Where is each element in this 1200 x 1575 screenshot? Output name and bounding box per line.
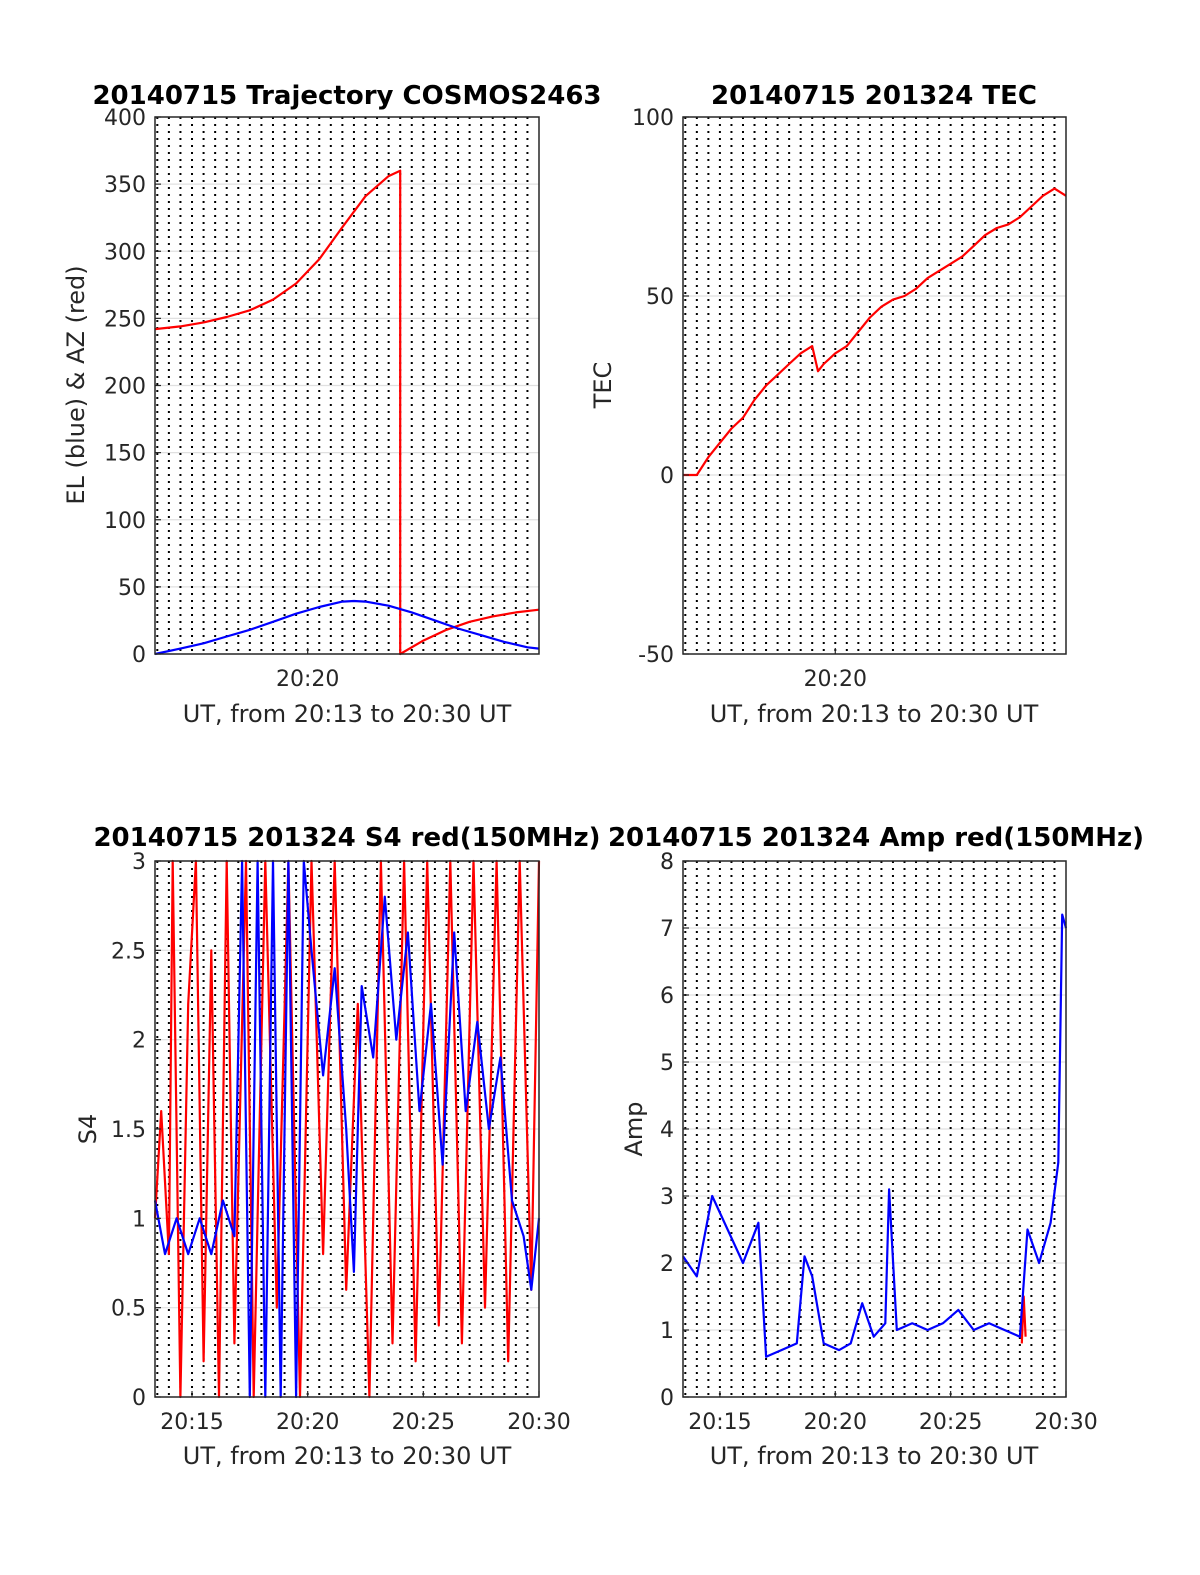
y-axis-label: TEC bbox=[589, 362, 617, 410]
chart-title: 20140715 201324 Amp red(150MHz) bbox=[608, 823, 1144, 853]
y-tick-label: 1 bbox=[660, 1319, 674, 1344]
x-tick-label: 20:20 bbox=[276, 667, 339, 692]
y-tick-label: 0 bbox=[660, 1386, 674, 1411]
series-line-0 bbox=[153, 859, 541, 1399]
x-tick-label: 20:15 bbox=[688, 1410, 751, 1435]
tick-layer: 0 1 2 3 4 5 6 7 8 20:15 20:20 20:25 20:30 bbox=[660, 850, 1098, 1435]
y-tick-label: 0.5 bbox=[111, 1297, 146, 1322]
y-tick-label: 1 bbox=[132, 1207, 146, 1232]
y-tick-label: 0 bbox=[132, 643, 146, 668]
y-tick-label: 4 bbox=[660, 1118, 674, 1143]
y-axis-label: EL (blue) & AZ (red) bbox=[62, 265, 90, 504]
chart-title: 20140715 201324 S4 red(150MHz) bbox=[93, 823, 600, 853]
tick-layer: -50 0 50 100 20:20 bbox=[632, 106, 867, 692]
x-axis-label: UT, from 20:13 to 20:30 UT bbox=[710, 1442, 1039, 1470]
x-tick-label: 20:20 bbox=[804, 1410, 867, 1435]
y-tick-label: 0 bbox=[132, 1386, 146, 1411]
series-line-1 bbox=[153, 859, 541, 1399]
y-tick-label: 8 bbox=[660, 850, 674, 875]
y-tick-label: 300 bbox=[104, 240, 146, 265]
x-tick-label: 20:30 bbox=[1034, 1410, 1097, 1435]
chart-title: 20140715 201324 TEC bbox=[711, 81, 1037, 111]
series-layer bbox=[153, 859, 541, 1399]
tick-layer: 0 50 100 150 200 250 300 350 400 20:20 bbox=[104, 106, 339, 692]
grid-layer bbox=[683, 117, 1066, 654]
series-line-0 bbox=[683, 187, 1067, 477]
x-tick-label: 20:20 bbox=[804, 667, 867, 692]
x-tick-label: 20:25 bbox=[392, 1410, 455, 1435]
grid-layer bbox=[683, 861, 1066, 1397]
y-tick-label: 5 bbox=[660, 1051, 674, 1076]
x-axis-label: UT, from 20:13 to 20:30 UT bbox=[710, 700, 1039, 728]
y-tick-label: 0 bbox=[660, 464, 674, 489]
y-tick-label: 3 bbox=[660, 1185, 674, 1210]
y-tick-label: 6 bbox=[660, 984, 674, 1009]
series-layer bbox=[154, 169, 540, 656]
y-tick-label: 2 bbox=[660, 1252, 674, 1277]
panel-s4: 0 0.5 1 1.5 2 2.5 3 20:15 20:20 20:25 20:30 201407… bbox=[74, 823, 601, 1470]
x-tick-label: 20:15 bbox=[160, 1410, 223, 1435]
x-tick-label: 20:25 bbox=[919, 1410, 982, 1435]
y-tick-label: -50 bbox=[638, 643, 674, 668]
axes-frame bbox=[682, 116, 1067, 655]
y-tick-label: 2.5 bbox=[111, 939, 146, 964]
y-axis-label: S4 bbox=[74, 1114, 102, 1145]
panel-amp: 0 1 2 3 4 5 6 7 8 20:15 20:20 20:25 20:30 20140715 2… bbox=[608, 823, 1144, 1470]
y-tick-label: 200 bbox=[104, 375, 146, 400]
chart-title: 20140715 Trajectory COSMOS2463 bbox=[92, 81, 601, 111]
y-tick-label: 350 bbox=[104, 173, 146, 198]
y-axis-label: Amp bbox=[620, 1101, 648, 1156]
x-axis-label: UT, from 20:13 to 20:30 UT bbox=[183, 700, 512, 728]
tick-layer: 0 0.5 1 1.5 2 2.5 3 20:15 20:20 20:25 20:30 bbox=[111, 850, 571, 1435]
series-line-1 bbox=[154, 599, 540, 656]
y-tick-label: 400 bbox=[104, 106, 146, 131]
y-tick-label: 2 bbox=[132, 1029, 146, 1054]
series-line-0 bbox=[154, 169, 540, 656]
y-tick-label: 100 bbox=[632, 106, 674, 131]
y-tick-label: 100 bbox=[104, 509, 146, 534]
y-tick-label: 50 bbox=[118, 576, 146, 601]
y-tick-label: 250 bbox=[104, 307, 146, 332]
y-tick-label: 7 bbox=[660, 917, 674, 942]
x-tick-label: 20:20 bbox=[276, 1410, 339, 1435]
panel-tec: -50 0 50 100 20:20 20140715 201324 TEC UT, f… bbox=[589, 81, 1067, 728]
x-tick-label: 20:30 bbox=[507, 1410, 570, 1435]
panel-trajectory: 0 50 100 150 200 250 300 350 400 20:20 20140715 T… bbox=[62, 81, 602, 728]
y-tick-label: 50 bbox=[646, 285, 674, 310]
y-tick-label: 150 bbox=[104, 442, 146, 467]
x-axis-label: UT, from 20:13 to 20:30 UT bbox=[183, 1442, 512, 1470]
series-layer bbox=[683, 187, 1067, 477]
grid-layer bbox=[155, 117, 539, 654]
y-tick-label: 1.5 bbox=[111, 1118, 146, 1143]
series-line-1 bbox=[682, 913, 1068, 1358]
y-tick-label: 3 bbox=[132, 850, 146, 875]
series-layer bbox=[682, 913, 1068, 1358]
